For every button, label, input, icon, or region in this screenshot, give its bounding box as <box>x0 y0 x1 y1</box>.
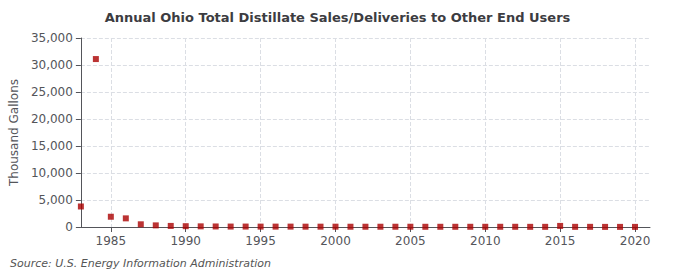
svg-text:15,000: 15,000 <box>31 139 73 153</box>
svg-text:30,000: 30,000 <box>31 58 73 72</box>
svg-text:20,000: 20,000 <box>31 112 73 126</box>
svg-text:2020: 2020 <box>620 234 651 248</box>
svg-text:25,000: 25,000 <box>31 85 73 99</box>
svg-text:0: 0 <box>65 220 73 234</box>
svg-text:1985: 1985 <box>96 234 127 248</box>
svg-text:1995: 1995 <box>245 234 276 248</box>
svg-text:2015: 2015 <box>545 234 576 248</box>
svg-text:2005: 2005 <box>395 234 426 248</box>
svg-text:35,000: 35,000 <box>31 31 73 45</box>
svg-text:10,000: 10,000 <box>31 166 73 180</box>
svg-text:Annual Ohio Total Distillate S: Annual Ohio Total Distillate Sales/Deliv… <box>105 10 571 25</box>
svg-text:Thousand Gallons: Thousand Gallons <box>7 79 21 187</box>
svg-text:Source: U.S. Energy Informatio: Source: U.S. Energy Information Administ… <box>10 257 271 270</box>
svg-text:2000: 2000 <box>320 234 351 248</box>
svg-text:1990: 1990 <box>170 234 201 248</box>
svg-text:5,000: 5,000 <box>39 193 73 207</box>
svg-text:2010: 2010 <box>470 234 501 248</box>
